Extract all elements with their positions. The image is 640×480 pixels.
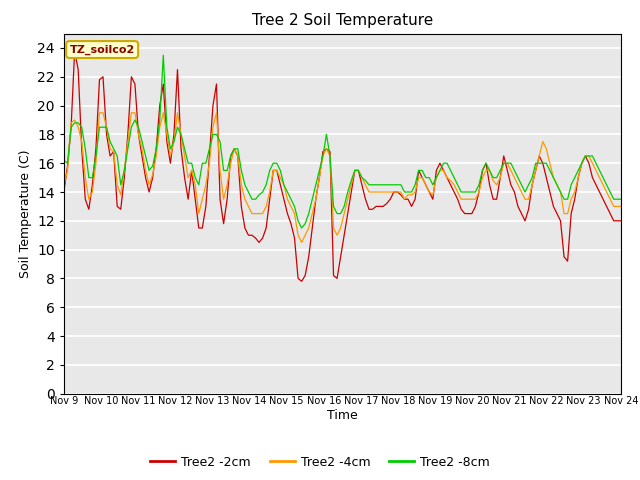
Tree2 -4cm <box>60 182 68 188</box>
Tree2 -2cm <box>266 196 273 202</box>
Line: Tree2 -8cm: Tree2 -8cm <box>64 55 621 228</box>
Tree2 -2cm <box>71 48 79 54</box>
Tree2 -4cm <box>298 240 305 245</box>
Tree2 -8cm <box>298 225 305 231</box>
Line: Tree2 -2cm: Tree2 -2cm <box>64 51 621 281</box>
Tree2 -8cm <box>159 52 167 58</box>
Tree2 -2cm <box>582 153 589 159</box>
Tree2 -2cm <box>451 189 458 195</box>
Text: TZ_soilco2: TZ_soilco2 <box>70 44 135 55</box>
Tree2 -2cm <box>60 188 68 193</box>
Tree2 -2cm <box>298 278 305 284</box>
Tree2 -8cm <box>617 196 625 202</box>
Tree2 -2cm <box>369 206 376 212</box>
Tree2 -4cm <box>266 189 273 195</box>
Tree2 -4cm <box>451 182 458 188</box>
Tree2 -2cm <box>120 175 128 180</box>
Tree2 -2cm <box>159 81 167 87</box>
Y-axis label: Soil Temperature (C): Soil Temperature (C) <box>19 149 31 278</box>
Tree2 -2cm <box>617 218 625 224</box>
Legend: Tree2 -2cm, Tree2 -4cm, Tree2 -8cm: Tree2 -2cm, Tree2 -4cm, Tree2 -8cm <box>145 451 495 474</box>
Line: Tree2 -4cm: Tree2 -4cm <box>64 113 621 242</box>
Tree2 -8cm <box>451 175 458 180</box>
X-axis label: Time: Time <box>327 409 358 422</box>
Tree2 -8cm <box>117 182 125 188</box>
Tree2 -4cm <box>617 204 625 209</box>
Tree2 -4cm <box>582 153 589 159</box>
Tree2 -4cm <box>159 110 167 116</box>
Tree2 -4cm <box>120 168 128 173</box>
Tree2 -8cm <box>369 182 376 188</box>
Tree2 -4cm <box>369 189 376 195</box>
Tree2 -8cm <box>60 157 68 163</box>
Tree2 -8cm <box>582 153 589 159</box>
Tree2 -8cm <box>156 117 164 123</box>
Tree2 -4cm <box>95 110 103 116</box>
Title: Tree 2 Soil Temperature: Tree 2 Soil Temperature <box>252 13 433 28</box>
Tree2 -8cm <box>266 168 273 173</box>
